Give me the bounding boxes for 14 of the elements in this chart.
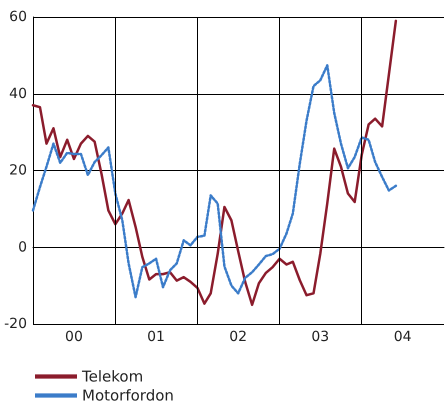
y-tick-label: 40 xyxy=(9,86,27,102)
y-tick-label: 0 xyxy=(18,239,27,256)
legend-label: Telekom xyxy=(81,368,144,386)
y-tick-label: 60 xyxy=(9,9,27,25)
x-tick-label: 01 xyxy=(147,329,165,345)
line-series xyxy=(32,20,398,306)
legend-label: Motorfordon xyxy=(82,386,174,404)
x-tick-label: 00 xyxy=(65,329,83,345)
y-tick-label: 20 xyxy=(9,162,27,178)
y-tick-label: -20 xyxy=(4,316,27,332)
line-series xyxy=(32,64,398,298)
x-tick-label: 02 xyxy=(229,329,248,345)
x-tick-label: 04 xyxy=(394,329,412,345)
x-tick-label: 03 xyxy=(311,329,330,345)
